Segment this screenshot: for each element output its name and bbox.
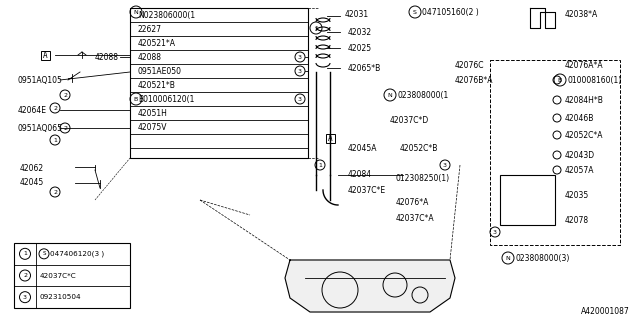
Text: 42088: 42088	[95, 52, 119, 61]
Text: 42075V: 42075V	[138, 123, 168, 132]
Text: 42064E: 42064E	[18, 106, 47, 115]
Text: 42046B: 42046B	[565, 114, 595, 123]
Text: 42045: 42045	[20, 178, 44, 187]
Text: 22627: 22627	[138, 25, 162, 34]
Text: 1: 1	[314, 26, 318, 30]
Text: 047406120(3 ): 047406120(3 )	[50, 251, 104, 257]
Text: 1: 1	[53, 138, 57, 142]
Text: 42045A: 42045A	[348, 143, 378, 153]
Text: 42076*A: 42076*A	[396, 197, 429, 206]
Text: 42025: 42025	[348, 44, 372, 52]
Text: 010008160(1): 010008160(1)	[568, 76, 622, 84]
Text: 023808000(1: 023808000(1	[398, 91, 449, 100]
Bar	[500, 175, 555, 225]
Text: A: A	[328, 133, 332, 142]
Text: 0951AQ105: 0951AQ105	[18, 76, 63, 84]
Text: S: S	[413, 10, 417, 14]
Bar	[326, 133, 335, 142]
Text: 42035: 42035	[565, 190, 589, 199]
Text: 2: 2	[53, 189, 57, 195]
Text: 42037C*C: 42037C*C	[40, 273, 77, 278]
Text: 42032: 42032	[348, 28, 372, 36]
Text: 42084H*B: 42084H*B	[565, 95, 604, 105]
Polygon shape	[285, 260, 455, 312]
Text: S: S	[42, 251, 45, 256]
Text: 42088: 42088	[138, 52, 162, 61]
Text: N023806000(1: N023806000(1	[138, 11, 195, 20]
Text: 42076B*A: 42076B*A	[455, 76, 493, 84]
Text: 42076C: 42076C	[455, 60, 484, 69]
Text: B010006120(1: B010006120(1	[138, 94, 195, 103]
Text: 3: 3	[298, 97, 302, 101]
Text: 42043D: 42043D	[565, 150, 595, 159]
Text: 012308250(1): 012308250(1)	[396, 173, 450, 182]
Text: 42037C*A: 42037C*A	[396, 213, 435, 222]
Text: 023808000(3): 023808000(3)	[516, 253, 570, 262]
Text: B: B	[134, 97, 138, 101]
Text: 092310504: 092310504	[40, 294, 82, 300]
Text: 42062: 42062	[20, 164, 44, 172]
Text: N: N	[506, 255, 510, 260]
Text: 42037C*E: 42037C*E	[348, 186, 386, 195]
Text: 2: 2	[63, 125, 67, 131]
Text: 42084: 42084	[348, 170, 372, 179]
Text: 42078: 42078	[565, 215, 589, 225]
Text: 42076A*A: 42076A*A	[565, 60, 604, 69]
Text: 42065*B: 42065*B	[348, 63, 381, 73]
Text: 3: 3	[493, 229, 497, 235]
Text: 420521*B: 420521*B	[138, 81, 176, 90]
Bar	[130, 8, 308, 158]
Text: 3: 3	[443, 163, 447, 167]
Text: 047105160(2 ): 047105160(2 )	[422, 7, 479, 17]
Text: 42037C*D: 42037C*D	[390, 116, 429, 124]
Text: 0951AQ065: 0951AQ065	[18, 124, 63, 132]
Text: 0951AE050: 0951AE050	[138, 67, 182, 76]
Text: B: B	[558, 77, 562, 83]
Text: 1: 1	[23, 251, 27, 256]
Text: N: N	[388, 92, 392, 98]
Text: 42038*A: 42038*A	[565, 10, 598, 19]
Text: 1: 1	[318, 163, 322, 167]
Text: A420001087: A420001087	[581, 308, 630, 316]
Bar	[14, 243, 130, 308]
Text: 3: 3	[23, 295, 27, 300]
Text: 42031: 42031	[345, 10, 369, 19]
Text: 3: 3	[298, 68, 302, 74]
Text: 2: 2	[23, 273, 27, 278]
Text: A: A	[43, 51, 47, 60]
Bar	[40, 51, 49, 60]
Text: 2: 2	[53, 106, 57, 110]
Text: 420521*A: 420521*A	[138, 38, 176, 47]
Text: 2: 2	[63, 92, 67, 98]
Text: 42051H: 42051H	[138, 108, 168, 117]
Text: 42057A: 42057A	[565, 165, 595, 174]
Text: 42052C*B: 42052C*B	[400, 143, 438, 153]
Bar	[490, 60, 620, 245]
Text: 42052C*A: 42052C*A	[565, 131, 604, 140]
Text: N: N	[134, 10, 138, 14]
Text: 3: 3	[298, 54, 302, 60]
